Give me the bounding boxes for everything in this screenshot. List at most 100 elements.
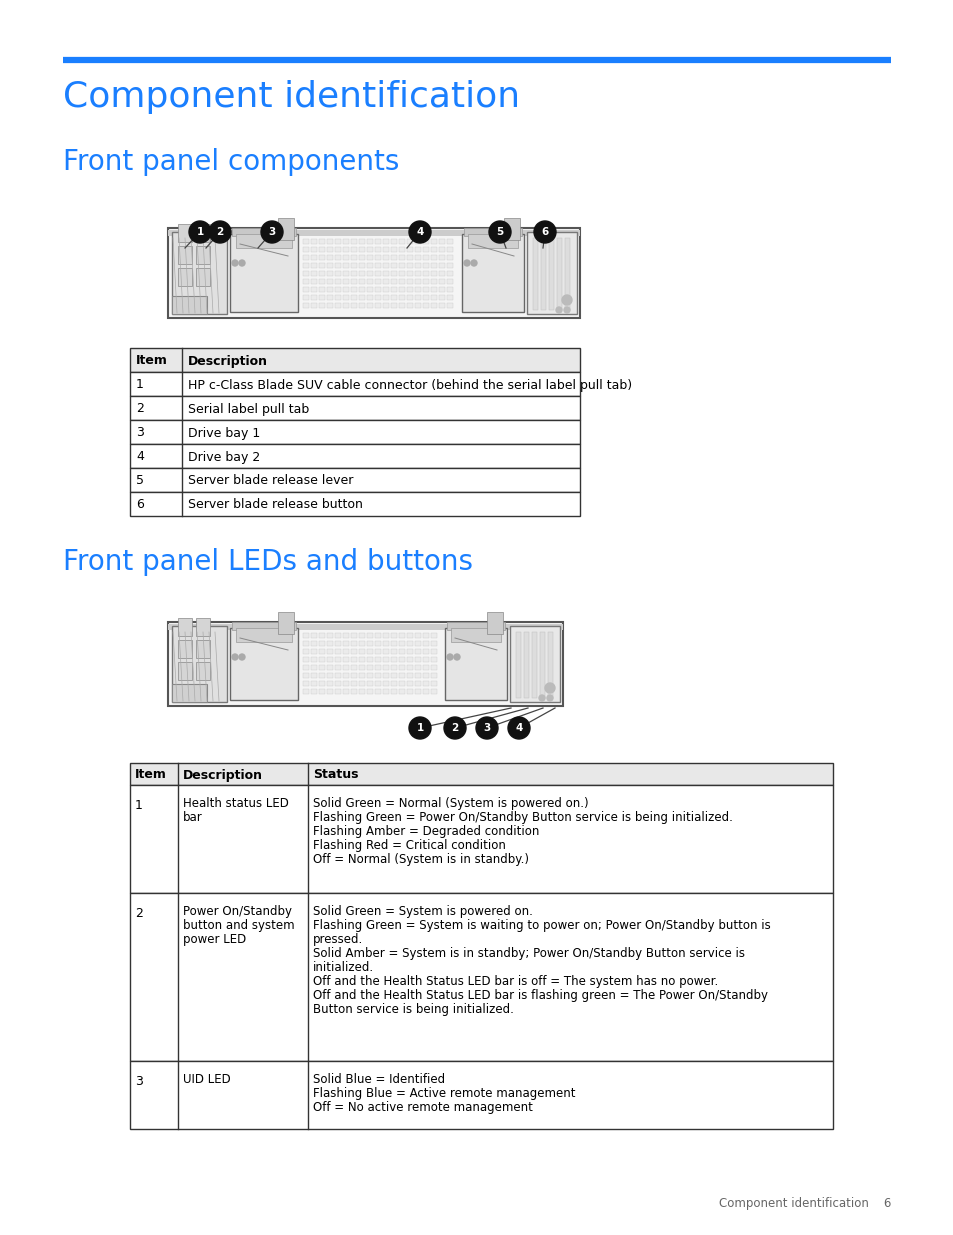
Bar <box>351 279 356 284</box>
Bar <box>431 664 436 671</box>
Bar <box>303 641 309 646</box>
Circle shape <box>534 221 556 243</box>
Bar <box>367 650 373 655</box>
Bar <box>382 673 389 678</box>
Bar <box>327 270 333 275</box>
Bar <box>335 295 340 300</box>
Bar <box>303 263 309 268</box>
Circle shape <box>447 655 453 659</box>
Bar <box>447 303 453 308</box>
Bar <box>391 650 396 655</box>
Bar <box>303 650 309 655</box>
Bar <box>422 287 429 291</box>
Bar <box>318 657 325 662</box>
Bar <box>335 287 340 291</box>
Text: 3: 3 <box>268 227 275 237</box>
Bar <box>438 247 444 252</box>
Bar <box>311 279 316 284</box>
Bar <box>303 680 309 685</box>
Bar <box>422 689 429 694</box>
Bar <box>367 240 373 245</box>
Bar <box>335 270 340 275</box>
Bar <box>358 689 365 694</box>
Bar <box>351 270 356 275</box>
Bar <box>351 641 356 646</box>
Bar <box>382 634 389 638</box>
Bar <box>407 270 413 275</box>
Bar <box>422 650 429 655</box>
Bar <box>130 785 832 893</box>
Bar <box>303 303 309 308</box>
Bar <box>318 303 325 308</box>
Bar <box>311 634 316 638</box>
Bar <box>311 657 316 662</box>
Bar <box>431 680 436 685</box>
Bar <box>415 263 420 268</box>
Bar <box>431 270 436 275</box>
Bar <box>351 287 356 291</box>
Bar <box>318 279 325 284</box>
Bar <box>130 445 579 468</box>
Circle shape <box>476 718 497 739</box>
Text: 4: 4 <box>136 451 144 463</box>
Bar <box>327 680 333 685</box>
Bar <box>415 247 420 252</box>
Bar <box>351 295 356 300</box>
Bar <box>343 303 349 308</box>
Bar <box>468 233 517 248</box>
Bar <box>130 468 579 492</box>
Text: Power On/Standby: Power On/Standby <box>183 905 292 918</box>
Bar <box>351 680 356 685</box>
Text: Button service is being initialized.: Button service is being initialized. <box>313 1003 514 1016</box>
Bar <box>343 279 349 284</box>
Text: Component identification    6: Component identification 6 <box>718 1197 890 1210</box>
Bar <box>358 279 365 284</box>
Bar <box>168 230 579 236</box>
Bar <box>431 247 436 252</box>
Bar <box>375 634 380 638</box>
Bar <box>438 303 444 308</box>
Bar <box>391 303 396 308</box>
Text: HP c-Class Blade SUV cable connector (behind the serial label pull tab): HP c-Class Blade SUV cable connector (be… <box>188 378 632 391</box>
Bar <box>318 634 325 638</box>
Text: Front panel components: Front panel components <box>63 148 399 177</box>
Bar <box>375 279 380 284</box>
Bar <box>343 673 349 678</box>
Bar <box>539 632 544 698</box>
Bar <box>318 287 325 291</box>
Bar <box>375 263 380 268</box>
Bar <box>327 641 333 646</box>
Bar <box>431 673 436 678</box>
Bar <box>327 263 333 268</box>
Text: Solid Green = Normal (System is powered on.): Solid Green = Normal (System is powered … <box>313 797 588 810</box>
Bar <box>367 664 373 671</box>
Bar <box>382 247 389 252</box>
Circle shape <box>507 718 530 739</box>
Bar <box>277 613 294 634</box>
Bar <box>422 270 429 275</box>
Bar <box>398 641 405 646</box>
Bar <box>422 680 429 685</box>
Text: 3: 3 <box>136 426 144 440</box>
Bar <box>391 657 396 662</box>
Text: Flashing Amber = Degraded condition: Flashing Amber = Degraded condition <box>313 825 538 839</box>
Bar <box>415 240 420 245</box>
Text: Status: Status <box>313 768 358 782</box>
Bar <box>327 254 333 261</box>
Bar <box>335 657 340 662</box>
Bar <box>367 254 373 261</box>
Text: Health status LED: Health status LED <box>183 797 289 810</box>
Text: 4: 4 <box>515 722 522 734</box>
Bar <box>398 247 405 252</box>
Bar <box>407 689 413 694</box>
Bar <box>447 270 453 275</box>
Bar <box>422 279 429 284</box>
Bar <box>311 650 316 655</box>
Bar <box>335 673 340 678</box>
Text: Flashing Blue = Active remote management: Flashing Blue = Active remote management <box>313 1087 575 1100</box>
Text: 4: 4 <box>416 227 423 237</box>
Bar <box>311 247 316 252</box>
Bar <box>335 641 340 646</box>
Bar <box>548 238 554 310</box>
Bar <box>318 240 325 245</box>
